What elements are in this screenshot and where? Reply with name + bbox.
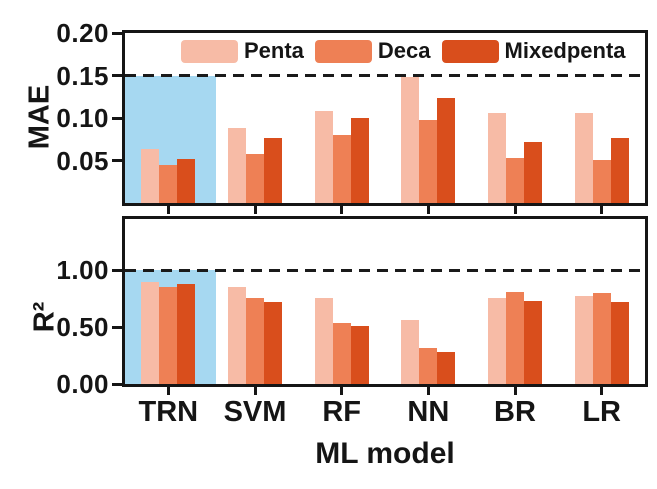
bar-deca-rf [332, 135, 351, 203]
bar-penta-svm [228, 287, 246, 384]
x-tick-mark [340, 387, 344, 395]
bar-mixedpenta-svm [264, 138, 282, 203]
y-tick-mark [112, 31, 122, 35]
bar-penta-trn [141, 148, 160, 203]
y-tick-label: 0.05 [56, 145, 109, 176]
bar-mixedpenta-br [524, 300, 542, 384]
x-tick-mark [166, 206, 170, 214]
x-tick-label-lr: LR [582, 396, 621, 428]
bar-penta-br [488, 297, 506, 384]
y-tick-label: 0.20 [56, 18, 109, 48]
bar-deca-nn [419, 119, 438, 203]
bar-deca-trn [159, 164, 178, 203]
bar-penta-svm [228, 128, 246, 203]
mae-panel: Penta Deca Mixedpenta [122, 30, 648, 206]
x-tick-mark [253, 387, 257, 395]
bar-mixedpenta-trn [177, 283, 196, 384]
y-tick-mark [112, 325, 122, 329]
bar-mixedpenta-lr [610, 302, 629, 384]
y-tick-label: 1.00 [56, 255, 109, 286]
x-tick-label-trn: TRN [138, 396, 199, 428]
x-tick-mark [340, 206, 344, 214]
x-tick-label-br: BR [494, 396, 536, 428]
bar-penta-nn [401, 77, 420, 203]
bar-mixedpenta-br [524, 141, 542, 203]
bar-penta-lr [574, 296, 593, 384]
bar-deca-lr [592, 159, 611, 203]
bar-deca-lr [592, 292, 611, 384]
bar-penta-lr [574, 112, 593, 203]
bar-deca-nn [419, 347, 438, 384]
y-tick-mark [112, 116, 122, 120]
y-tick-mark [112, 382, 122, 386]
x-tick-mark [513, 387, 517, 395]
y-tick-label: 0.50 [56, 312, 109, 343]
y-tick-mark [112, 268, 122, 272]
x-tick-label-svm: SVM [223, 396, 287, 428]
bar-mixedpenta-nn [437, 352, 456, 384]
bar-penta-trn [141, 281, 160, 384]
legend-label-mixedpenta: Mixedpenta [504, 38, 626, 63]
y-tick-mark [112, 159, 122, 162]
y-tick-label: 0.15 [56, 60, 109, 91]
bar-deca-br [506, 157, 524, 203]
legend-label-penta: Penta [244, 38, 304, 63]
x-axis-label: ML model [315, 437, 455, 470]
bar-deca-svm [246, 153, 264, 203]
bar-mixedpenta-rf [350, 118, 369, 203]
bar-penta-nn [401, 320, 420, 384]
legend: Penta Deca Mixedpenta [181, 38, 637, 64]
bar-mixedpenta-rf [350, 325, 369, 384]
bar-penta-br [488, 112, 506, 203]
bar-mixedpenta-lr [610, 138, 629, 203]
y-tick-label: 0.10 [56, 103, 109, 133]
x-tick-label-nn: NN [407, 396, 450, 428]
y-tick-label: 0.00 [56, 369, 109, 399]
bar-mixedpenta-svm [264, 302, 282, 384]
reference-line-r2 [125, 268, 645, 272]
x-tick-mark [426, 387, 430, 395]
x-tick-mark [600, 206, 604, 214]
x-tick-mark [426, 206, 430, 214]
bar-deca-svm [246, 297, 264, 384]
x-tick-mark [166, 387, 170, 395]
legend-swatch-mixedpenta [441, 39, 499, 63]
bar-deca-br [506, 291, 524, 384]
legend-label-deca: Deca [377, 38, 431, 63]
x-tick-mark [253, 206, 257, 214]
x-tick-label-rf: RF [322, 396, 361, 428]
bar-deca-rf [332, 322, 351, 384]
y-tick-mark [112, 74, 122, 77]
bar-penta-rf [314, 111, 333, 203]
x-tick-mark [600, 387, 604, 395]
x-tick-mark [513, 206, 517, 214]
legend-swatch-penta [181, 39, 238, 63]
legend-swatch-deca [314, 39, 372, 63]
bar-mixedpenta-nn [437, 98, 456, 203]
bar-penta-rf [314, 297, 333, 384]
r2-panel [122, 216, 648, 387]
bar-mixedpenta-trn [177, 158, 196, 203]
bar-deca-trn [159, 287, 178, 384]
reference-line-mae [125, 74, 645, 77]
